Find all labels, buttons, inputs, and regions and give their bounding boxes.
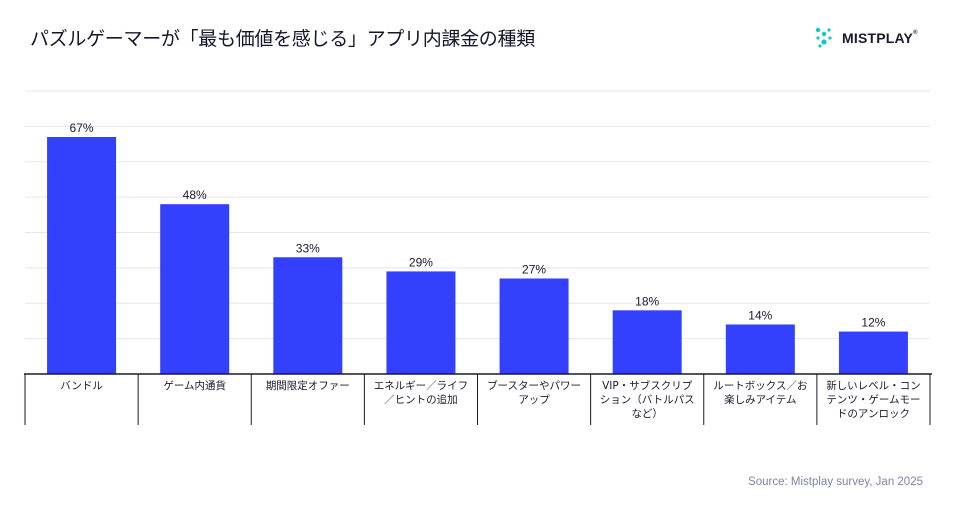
data-label-4: 29% [409,255,433,269]
data-label-2: 48% [183,188,207,202]
mistplay-dots-icon [815,27,832,48]
bar-4 [386,271,456,374]
category-label-1: バンドル [60,380,103,392]
bar-5 [499,278,569,374]
bar-7 [725,324,795,374]
category-label-5: ブースターやパワーアップ [487,379,581,406]
data-label-7: 14% [748,308,772,322]
bar-2 [160,204,230,374]
chart-title: パズルゲーマーが「最も価値を感じる」アプリ内課金の種類 [30,28,535,50]
category-label-2: ゲーム内通貨 [163,379,226,392]
bar-3 [273,257,343,374]
data-label-1: 67% [70,121,94,135]
bar-6 [612,310,682,374]
category-label-6: VIP・サブスクリプション（バトルパスなど） [600,379,695,420]
category-label-4: エネルギー／ライフ／ヒントの追加 [374,380,469,406]
category-label-7: ルートボックス／お楽しみアイテム [713,380,807,406]
category-label-3: 期間限定オファー [266,379,350,392]
data-label-5: 27% [522,262,546,276]
data-label-3: 33% [296,241,320,255]
source-note: Source: Mistplay survey, Jan 2025 [748,476,923,488]
data-label-6: 18% [635,294,659,308]
mistplay-logo: MISTPLAY® [815,27,918,49]
category-label-8: 新しいレベル・コンテンツ・ゲームモードのアンロック [826,379,921,420]
data-label-8: 12% [861,316,885,330]
bar-8 [838,331,908,374]
bar-1 [47,136,117,374]
mistplay-logo-text: MISTPLAY® [842,30,918,46]
